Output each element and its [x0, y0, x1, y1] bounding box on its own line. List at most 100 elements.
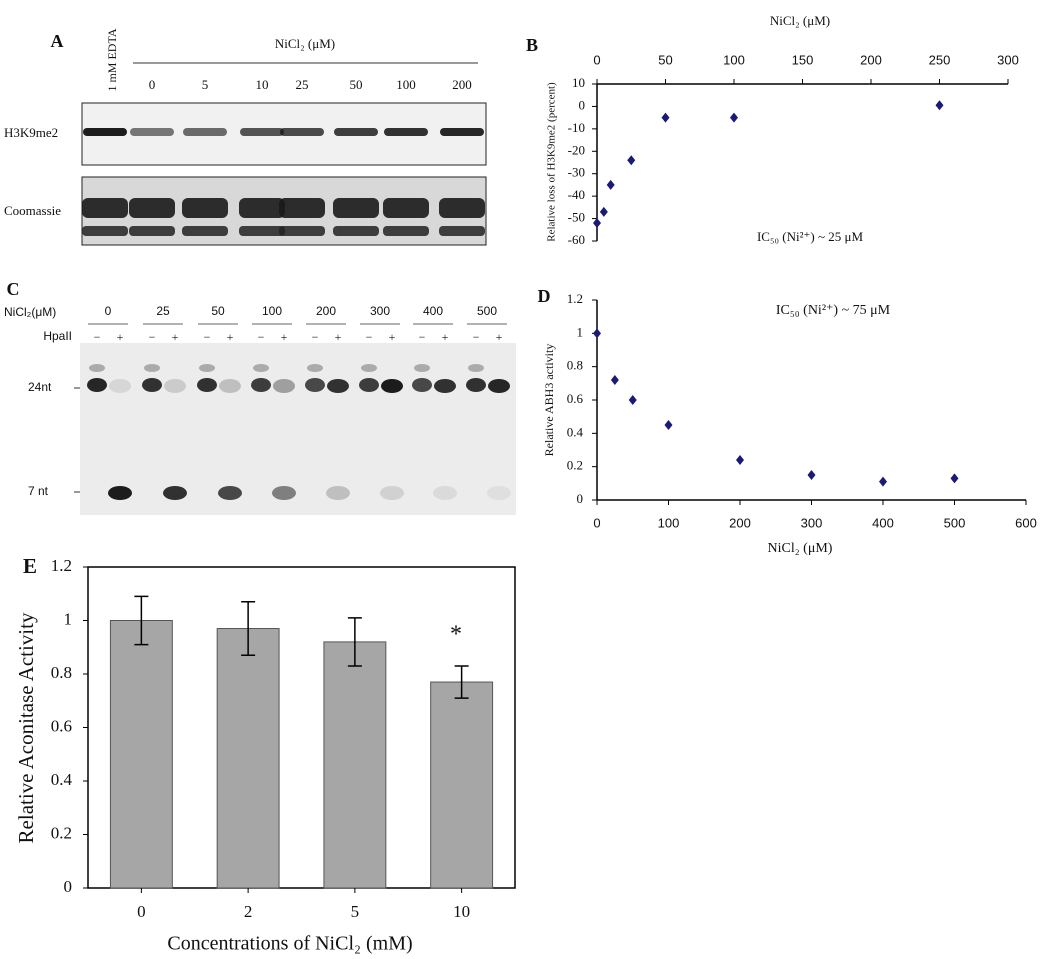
x-tick-label: 200 — [860, 52, 882, 67]
gel-band — [273, 379, 295, 393]
y-tick-label: -20 — [568, 142, 585, 157]
data-point — [935, 100, 944, 111]
data-point — [879, 476, 887, 487]
gel-band — [305, 378, 325, 392]
blot-band — [129, 198, 175, 218]
treatment-label: + — [496, 330, 503, 344]
x-tick-label: 2 — [244, 902, 253, 921]
data-point — [606, 179, 615, 190]
x-tick-label: 10 — [453, 902, 470, 921]
enzyme-label: HpaII — [43, 329, 72, 343]
treatment-label: + — [117, 330, 124, 344]
y-tick-label: 0.6 — [51, 716, 72, 735]
error-bar — [134, 595, 149, 646]
error-bar — [241, 601, 256, 657]
treatment-label: − — [149, 330, 156, 344]
gel-band — [142, 378, 162, 392]
gel-header: NiCl₂(μM) — [4, 305, 56, 319]
blot-band — [383, 198, 429, 218]
gel-band — [307, 364, 323, 372]
bar — [216, 628, 280, 889]
data-point — [950, 473, 959, 484]
y-tick-label: 10 — [572, 75, 585, 90]
y-tick-label: 0.4 — [567, 424, 584, 439]
y-tick-label: 0.6 — [567, 391, 584, 406]
data-point — [610, 375, 619, 385]
gel-band — [326, 486, 350, 500]
gel-band — [380, 486, 404, 500]
blot-band — [383, 226, 429, 236]
x-axis-label: NiCl₂ (μM) — [770, 13, 830, 28]
x-tick-label: 600 — [1015, 515, 1037, 530]
gel-band — [87, 378, 107, 392]
gel-band — [251, 378, 271, 392]
blot-header: NiCl₂ (μM) — [275, 36, 335, 51]
blot-band — [83, 128, 127, 136]
gel-band — [108, 486, 132, 500]
blot-band — [279, 226, 325, 236]
blot-band — [239, 226, 285, 236]
gel-band — [164, 379, 186, 393]
lane-label: 500 — [477, 304, 497, 318]
y-tick-label: 1.2 — [567, 291, 583, 306]
lane-label: 50 — [211, 304, 225, 318]
blot-band — [130, 128, 174, 136]
y-tick-label: -10 — [568, 120, 585, 135]
blot-band — [440, 128, 484, 136]
lane-label: 100 — [262, 304, 282, 318]
x-tick-label: 400 — [872, 515, 894, 530]
panel-label: B — [526, 35, 538, 55]
lane-label: 300 — [370, 304, 390, 318]
lane-label: 5 — [202, 77, 209, 92]
panel-label: A — [51, 31, 64, 51]
y-tick-label: 0 — [577, 491, 584, 506]
data-point — [661, 112, 670, 123]
blot-band — [439, 198, 485, 218]
panel-label: D — [538, 286, 551, 306]
treatment-label: − — [366, 330, 373, 344]
treatment-label: + — [442, 330, 449, 344]
gel-band — [433, 486, 457, 500]
gel-band — [197, 378, 217, 392]
x-tick-label: 50 — [658, 52, 672, 67]
data-point — [599, 206, 608, 217]
gel-band — [412, 378, 432, 392]
lane-label: 25 — [156, 304, 170, 318]
panel-label: E — [23, 554, 37, 578]
treatment-label: + — [335, 330, 342, 344]
blot-band — [182, 198, 228, 218]
blot-band — [82, 226, 128, 236]
x-axis-label: Concentrations of NiCl₂ (mM) — [167, 933, 412, 955]
gel-band — [488, 379, 510, 393]
x-tick-label: 0 — [593, 515, 600, 530]
gel-band — [361, 364, 377, 372]
blot-band — [334, 128, 378, 136]
blot-band — [129, 226, 175, 236]
lane-label: 0 — [105, 304, 112, 318]
gel-band — [89, 364, 105, 372]
x-tick-label: 5 — [351, 902, 360, 921]
gel-band — [466, 378, 486, 392]
panel-label: C — [7, 279, 20, 299]
bar — [323, 641, 387, 889]
data-point — [736, 455, 744, 465]
gel-band — [468, 364, 484, 372]
y-axis-label: Relative ABH3 activity — [542, 344, 556, 457]
blot-band — [240, 128, 284, 136]
treatment-label: − — [312, 330, 319, 344]
treatment-label: − — [473, 330, 480, 344]
data-point — [730, 112, 738, 123]
lane-label: 200 — [316, 304, 336, 318]
gel-band — [327, 379, 349, 393]
blot-band — [333, 198, 379, 218]
row-label: Coomassie — [4, 203, 61, 218]
blot-band — [279, 198, 325, 218]
y-tick-label: 0.8 — [567, 358, 583, 373]
blot-band — [439, 226, 485, 236]
gel-band — [434, 379, 456, 393]
gel-band — [414, 364, 430, 372]
plot-frame — [87, 566, 516, 889]
lane-label: 25 — [296, 77, 309, 92]
blot-band — [384, 128, 428, 136]
lane-label: 100 — [396, 77, 416, 92]
